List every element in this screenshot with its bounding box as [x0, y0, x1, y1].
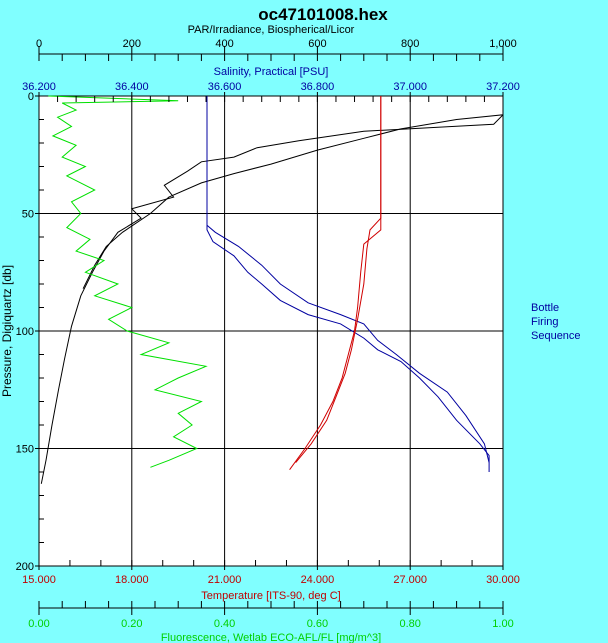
- par-tick-label: 0: [36, 38, 42, 50]
- par-tick-label: 400: [215, 38, 233, 50]
- sal-tick-label: 36.600: [208, 81, 242, 93]
- temp-tick-label: 27.000: [393, 574, 427, 586]
- fl-tick-label: 0.20: [121, 618, 142, 630]
- par-tick-label: 600: [308, 38, 326, 50]
- series-group: [40, 95, 504, 484]
- axes-group: 0 50 100 150 200 0 200 400 600 800 1,000 PAR/Irradi…: [16, 24, 520, 643]
- fl-tick-label: 0.40: [214, 618, 235, 630]
- y-tick-label: 0: [28, 91, 34, 103]
- y-tick-label: 150: [16, 444, 34, 456]
- par-tick-label: 200: [123, 38, 141, 50]
- sal-tick-label: 36.800: [301, 81, 335, 93]
- y-tick-label: 50: [22, 209, 34, 221]
- fl-axis-title: Fluorescence, Wetlab ECO-AFL/FL [mg/m^3]: [161, 632, 381, 643]
- legend-line-2: Firing: [531, 316, 559, 328]
- fl-tick-label: 0.60: [307, 618, 328, 630]
- series-line-temperature-upcast: [295, 96, 382, 463]
- chart-title: oc47101008.hex: [258, 5, 388, 24]
- par-tick-label: 1,000: [489, 38, 517, 50]
- fl-tick-label: 1.00: [492, 618, 513, 630]
- sal-axis-title: Salinity, Practical [PSU]: [214, 66, 329, 78]
- legend-line-3: Sequence: [531, 330, 581, 342]
- grid-lines: [39, 96, 503, 566]
- temp-tick-label: 24.000: [301, 574, 335, 586]
- y-tick-label: 200: [16, 561, 34, 573]
- series-line-temperature-downcast: [289, 96, 382, 470]
- temp-tick-label: 21.000: [208, 574, 242, 586]
- par-axis-title: PAR/Irradiance, Biospherical/Licor: [188, 24, 355, 36]
- sal-tick-label: 36.400: [115, 81, 149, 93]
- temp-tick-label: 18.000: [115, 574, 149, 586]
- y-tick-label: 100: [16, 326, 34, 338]
- sal-tick-label: 37.000: [393, 81, 427, 93]
- par-tick-label: 800: [401, 38, 419, 50]
- sal-tick-label: 36.200: [22, 81, 56, 93]
- temp-tick-label: 15.000: [22, 574, 56, 586]
- legend: Bottle Firing Sequence: [531, 302, 581, 342]
- series-line-par-upcast: [82, 107, 504, 289]
- fl-tick-label: 0.00: [28, 618, 49, 630]
- fl-tick-label: 0.80: [399, 618, 420, 630]
- y-axis-label: Pressure, Digiquartz [db]: [0, 265, 14, 397]
- series-line-par-downcast: [40, 110, 504, 484]
- sal-tick-label: 37.200: [486, 81, 520, 93]
- legend-line-1: Bottle: [531, 302, 559, 314]
- series-line-salinity-downcast: [206, 96, 490, 472]
- temp-tick-label: 30.000: [486, 574, 520, 586]
- series-line-fluorescence: [48, 95, 208, 468]
- series-line-salinity-upcast: [206, 96, 490, 463]
- temp-axis-title: Temperature [ITS-90, deg C]: [201, 590, 340, 602]
